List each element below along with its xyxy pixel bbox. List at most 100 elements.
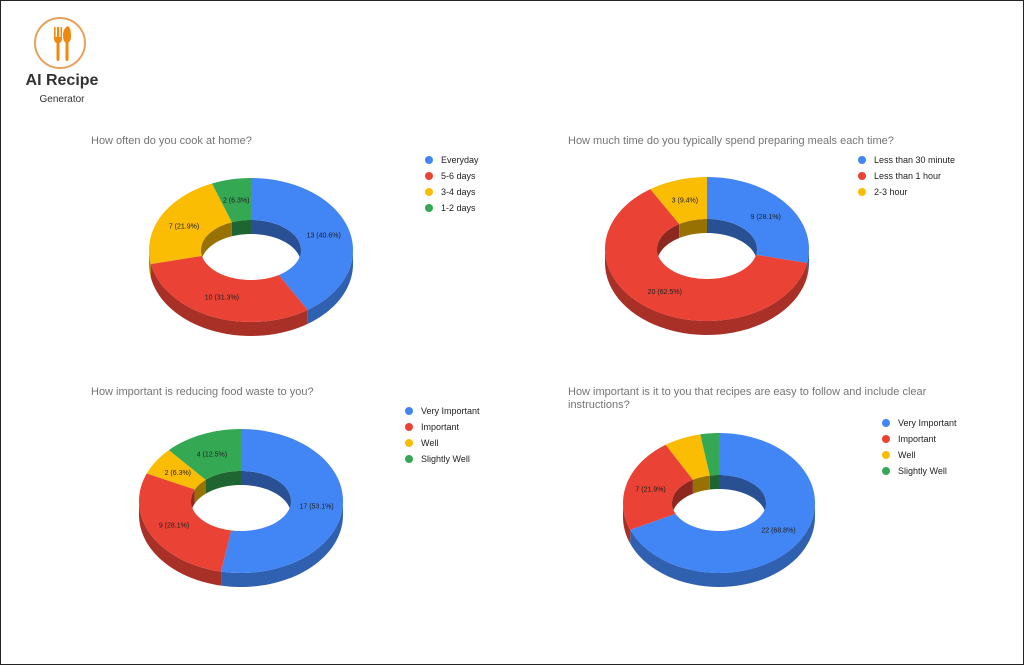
slice-side-less-than-1-hour [605, 249, 808, 335]
legend-swatch [858, 171, 866, 180]
chart-easy-recipes: How important is it to you that recipes … [568, 386, 1008, 596]
slice-label-3-4-days: 7 (21.9%) [169, 224, 199, 231]
legend-label: 3-4 days [441, 187, 476, 197]
legend-item-3-4-days: 3-4 days [425, 187, 479, 203]
legend-item-slightly-well: Slightly Well [405, 454, 480, 470]
legend-label: Everyday [441, 155, 479, 165]
slice-inner-wall-important [672, 479, 693, 517]
legend-swatch [882, 418, 890, 427]
slice-inner-wall-2-3-hour [679, 219, 707, 239]
slice-side-very-important [630, 503, 815, 587]
slice-label-very-important: 22 (68.8%) [761, 528, 795, 535]
slice-label-very-important: 17 (53.1%) [299, 504, 333, 511]
legend-label: Slightly Well [421, 454, 470, 464]
slice-2-3-hour [650, 177, 707, 225]
slice-side-5-6-days [150, 264, 308, 336]
slice-very-important [221, 429, 343, 573]
slice-label-less-than-1-hour: 20 (62.5%) [648, 289, 682, 296]
chart-title: How important is reducing food waste to … [91, 386, 314, 398]
slice-inner-wall-slightly-well [709, 475, 719, 490]
legend-swatch [425, 171, 433, 180]
slice-side-important [139, 501, 222, 586]
legend-label: Slightly Well [898, 466, 947, 476]
slice-label-well: 2 (6.3%) [165, 470, 191, 477]
legend-label: 1-2 days [441, 203, 476, 213]
legend-swatch [882, 434, 890, 443]
legend-item-very-important: Very Important [882, 418, 957, 434]
spoon-fork-icon [54, 26, 71, 61]
slice-inner-wall-less-than-30-minute [707, 219, 757, 263]
slice-slightly-well [168, 429, 241, 480]
chart-legend: Very Important Important Well Slightly Well [882, 418, 957, 482]
legend-item-less-than-30-minute: Less than 30 minute [858, 155, 955, 171]
legend-label: 5-6 days [441, 171, 476, 181]
legend-label: Well [898, 450, 916, 460]
slice-slightly-well [700, 433, 719, 476]
slice-side-very-important [221, 501, 343, 587]
legend-label: 2-3 hour [874, 187, 908, 197]
slice-inner-wall-1-2-days [231, 220, 251, 237]
legend-label: Less than 1 hour [874, 171, 942, 181]
slice-well [146, 450, 206, 490]
legend-item-important: Important [405, 422, 480, 438]
logo: AI Recipe Generator [19, 13, 109, 109]
chart-legend: Everyday 5-6 days 3-4 days 1-2 days [425, 155, 479, 219]
chart-title: How important is it to you that recipes … [568, 386, 927, 411]
slice-inner-wall-well [692, 475, 710, 494]
legend-swatch [858, 155, 866, 164]
slice-important [139, 473, 232, 572]
slice-3-4-days [149, 183, 232, 265]
slice-inner-wall-very-important [719, 475, 766, 517]
slice-label-important: 9 (28.1%) [159, 523, 189, 530]
slice-important [623, 444, 693, 530]
slice-label-1-2-days: 2 (6.3%) [223, 198, 249, 205]
legend-item-slightly-well: Slightly Well [882, 466, 957, 482]
logo-subtitle: Generator [39, 94, 85, 105]
slice-5-6-days [150, 255, 308, 322]
chart-food-waste: How important is reducing food waste to … [91, 386, 511, 596]
legend-label: Less than 30 minute [874, 155, 956, 165]
legend-swatch [405, 422, 413, 431]
legend-label: Very Important [421, 406, 480, 416]
slice-label-5-6-days: 10 (31.3%) [205, 295, 239, 302]
legend-label: Well [421, 438, 439, 448]
slice-less-than-1-hour [605, 189, 808, 321]
donut-chart-svg: 9 (28.1%) 20 (62.5%) 3 (9.4%) [605, 177, 809, 335]
slice-label-everyday: 13 (40.6%) [307, 233, 341, 240]
slice-side-important [623, 503, 631, 544]
slice-side-everyday [307, 250, 353, 324]
chart-legend: Very Important Important Well Slightly Well [405, 406, 480, 470]
legend-item-everyday: Everyday [425, 155, 479, 171]
donut-chart-svg: 17 (53.1%) 9 (28.1%) 2 (6.3%) 4 (12.5%) [139, 429, 343, 587]
slice-inner-wall-well [194, 479, 206, 504]
slice-label-2-3-hour: 3 (9.4%) [672, 198, 698, 205]
legend-item-very-important: Very Important [405, 406, 480, 422]
slice-very-important [630, 433, 815, 573]
legend-item-1-2-days: 1-2 days [425, 203, 479, 219]
legend-label: Very Important [898, 418, 957, 428]
slice-inner-wall-slightly-well [205, 471, 241, 494]
logo-title: AI Recipe [25, 72, 99, 89]
slice-label-important: 7 (21.9%) [635, 486, 665, 493]
chart-cook-frequency: How often do you cook at home? 13 (40.6%… [91, 135, 511, 345]
chart-legend: Less than 30 minute Less than 1 hour 2-3 h… [858, 155, 955, 203]
slice-well [665, 434, 710, 480]
slice-inner-wall-3-4-days [201, 222, 232, 264]
legend-swatch [425, 187, 433, 196]
chart-title: How often do you cook at home? [91, 135, 252, 147]
slice-label-less-than-30-minute: 9 (28.1%) [751, 214, 781, 221]
legend-swatch [405, 406, 413, 415]
slice-inner-wall-everyday [251, 220, 301, 264]
slice-inner-wall-very-important [241, 471, 291, 515]
legend-swatch [405, 454, 413, 463]
slice-less-than-30-minute [707, 177, 809, 264]
legend-swatch [858, 187, 866, 196]
slice-side-less-than-30-minute [807, 249, 809, 278]
slice-side-3-4-days [149, 250, 151, 279]
legend-item-less-than-1-hour: Less than 1 hour [858, 171, 955, 187]
legend-item-5-6-days: 5-6 days [425, 171, 479, 187]
logo-badge [34, 17, 86, 69]
legend-item-well: Well [405, 438, 480, 454]
legend-item-important: Important [882, 434, 957, 450]
